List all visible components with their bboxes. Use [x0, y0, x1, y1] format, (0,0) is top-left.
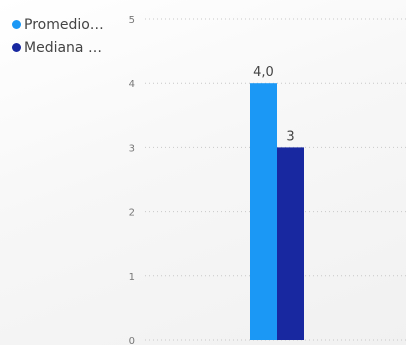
y-tick-label: 5 [129, 15, 135, 26]
legend-label-mediana: Mediana … [24, 39, 102, 56]
legend-item-mediana[interactable]: Mediana … [12, 37, 104, 58]
y-tick-label: 1 [129, 272, 135, 283]
legend-marker-promedio [12, 20, 21, 29]
chart-legend: Promedio… Mediana … [12, 14, 104, 60]
y-tick-label: 0 [129, 336, 135, 345]
data-label: 4,0 [253, 65, 274, 80]
data-label: 3 [286, 129, 294, 144]
legend-label-promedio: Promedio… [24, 16, 104, 33]
legend-marker-mediana [12, 43, 21, 52]
y-tick-label: 3 [129, 143, 135, 154]
legend-item-promedio[interactable]: Promedio… [12, 14, 104, 35]
y-tick-label: 4 [129, 79, 135, 90]
bar-series-2[interactable] [277, 147, 304, 340]
y-tick-label: 2 [129, 208, 135, 219]
bar-series-1[interactable] [250, 83, 277, 340]
